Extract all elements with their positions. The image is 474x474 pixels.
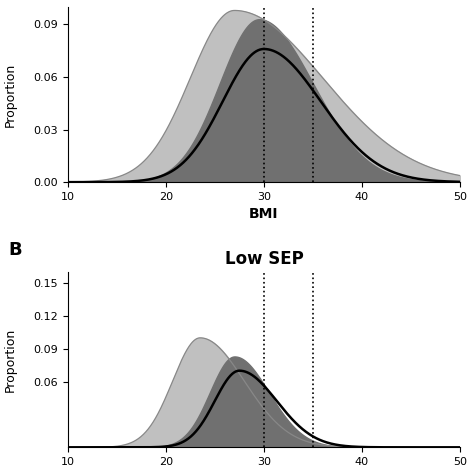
Y-axis label: Proportion: Proportion	[4, 63, 17, 127]
Y-axis label: Proportion: Proportion	[4, 328, 17, 392]
Title: Low SEP: Low SEP	[225, 250, 303, 268]
X-axis label: BMI: BMI	[249, 208, 279, 221]
Text: B: B	[9, 241, 22, 259]
